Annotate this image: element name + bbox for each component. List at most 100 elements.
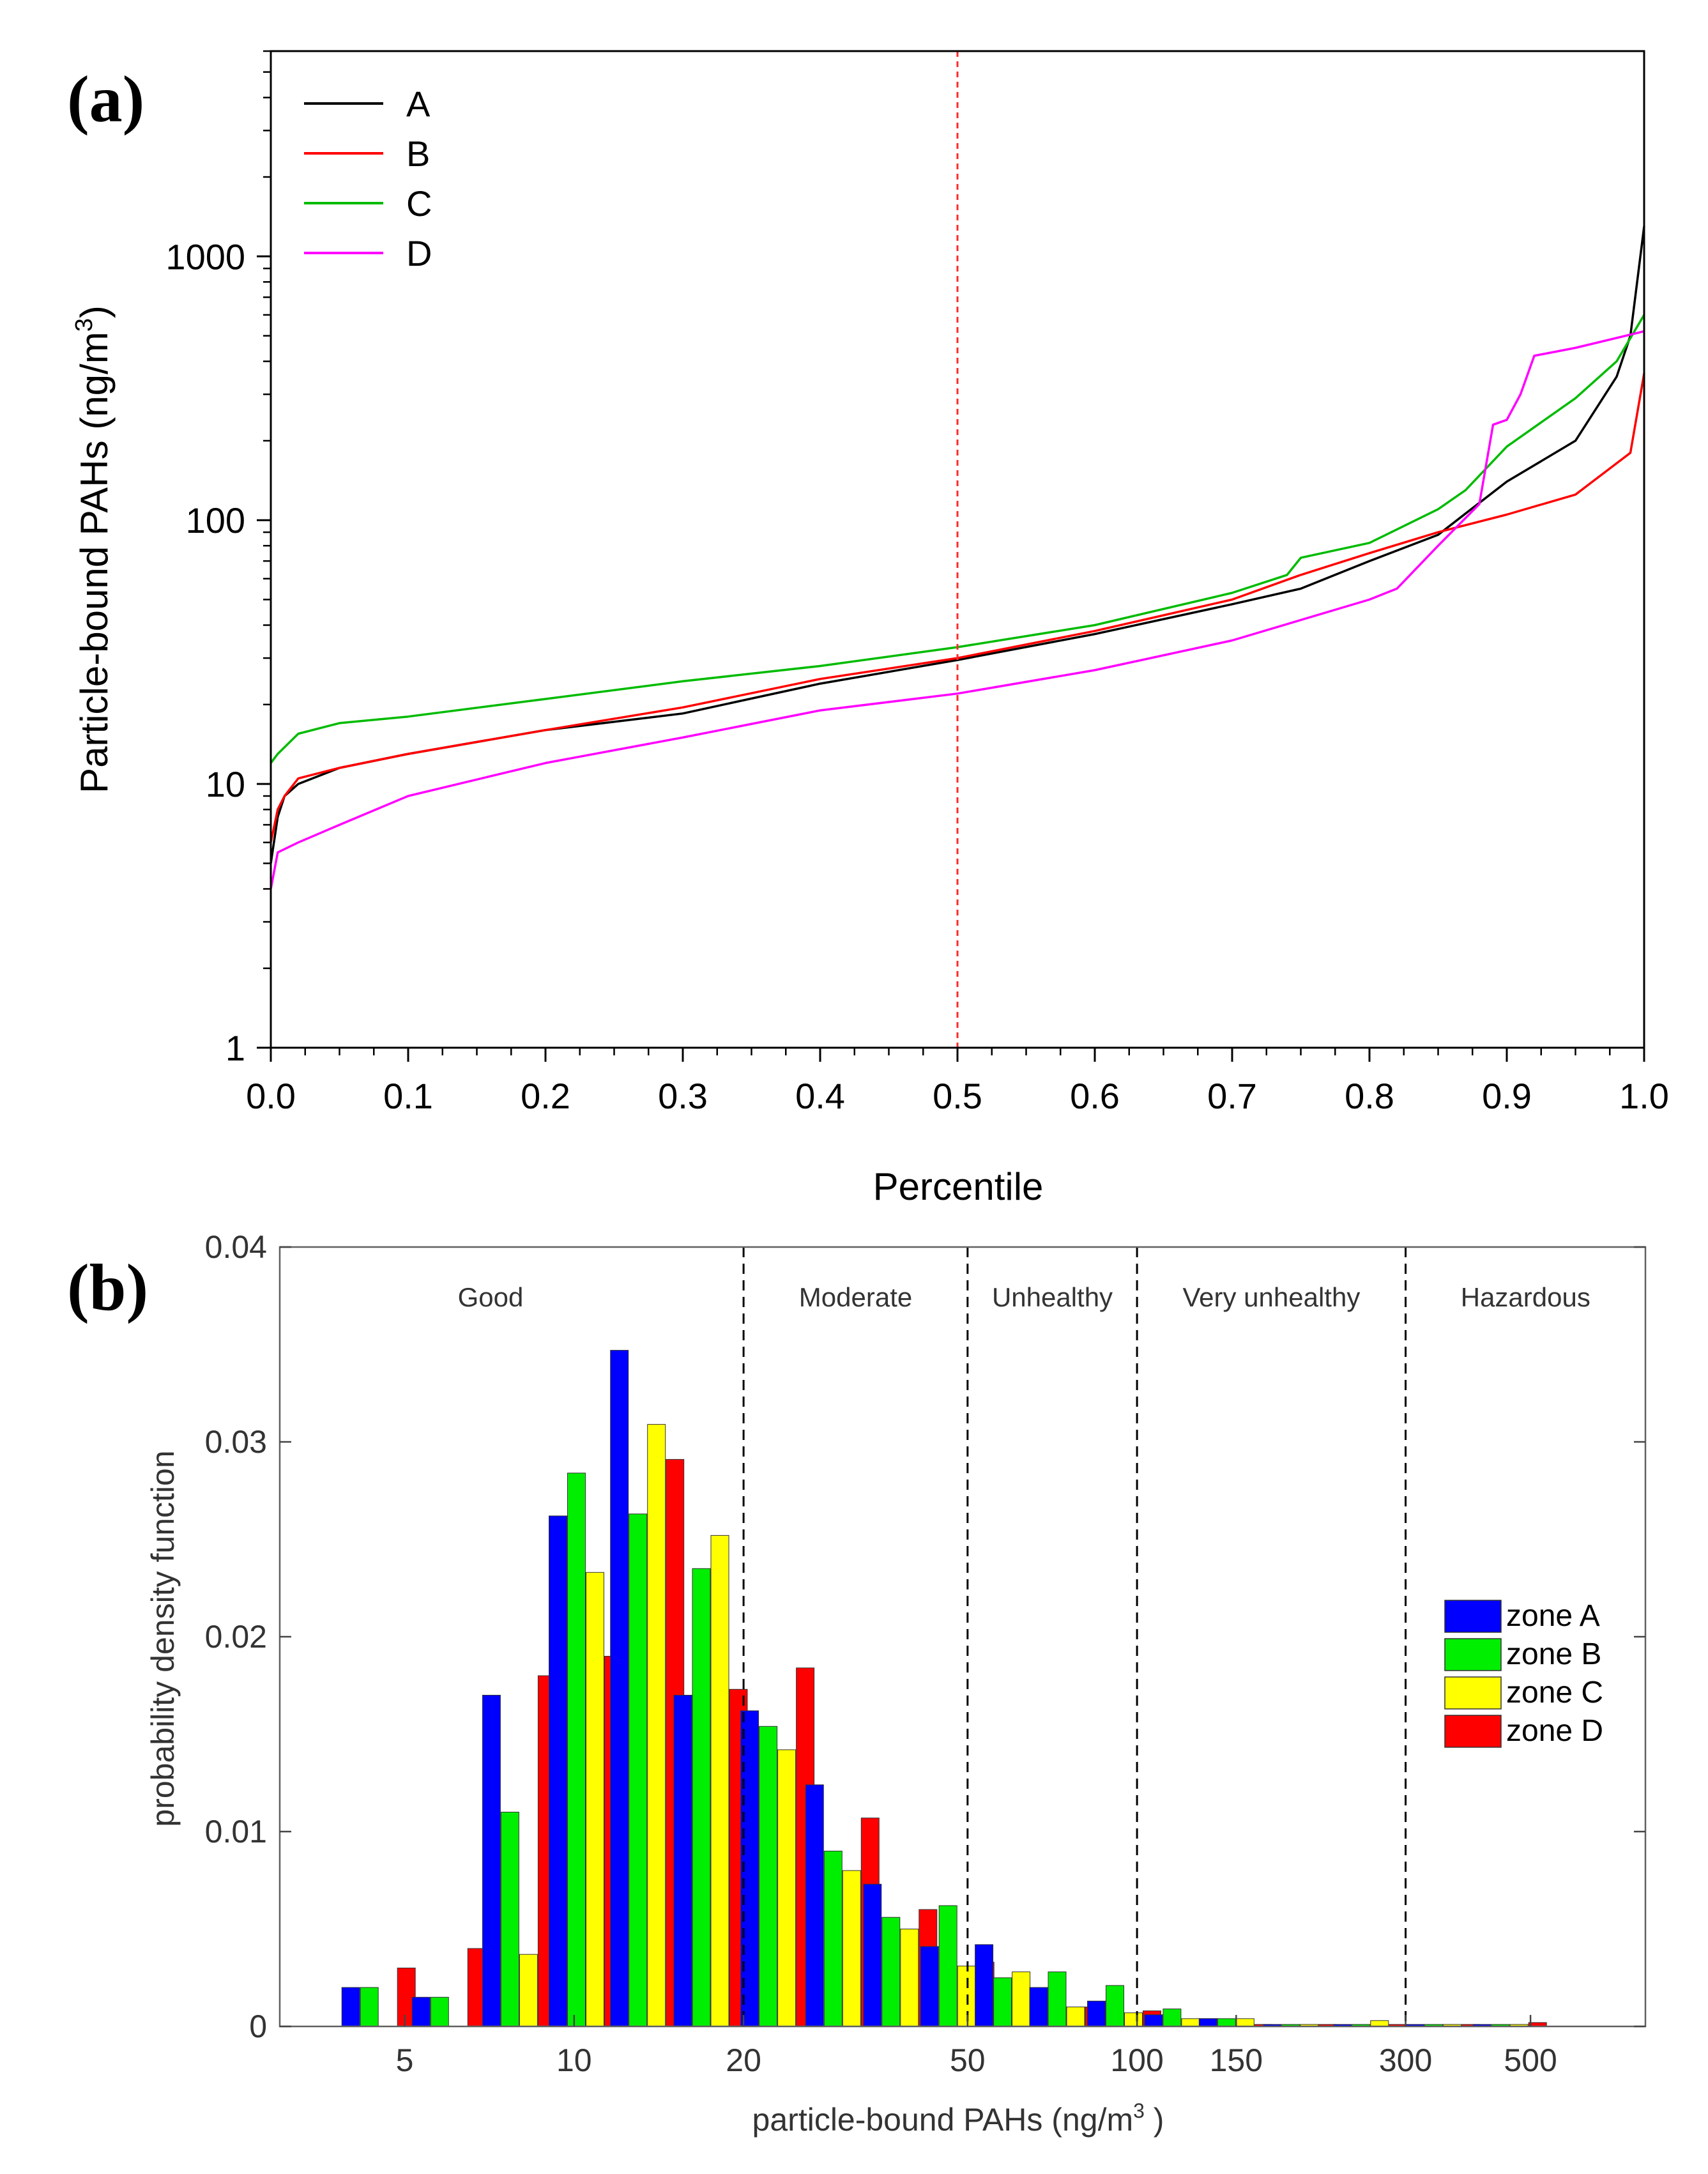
legend-label-zone-b: zone B	[1506, 1637, 1601, 1671]
y-tick-label: 0.01	[205, 1814, 267, 1849]
panel-a-x-axis-label: Percentile	[873, 1165, 1044, 1208]
bar-zone-c	[1370, 2020, 1389, 2027]
region-label-good: Good	[458, 1282, 524, 1312]
x-axis-label-close: )	[1145, 2102, 1164, 2138]
panel-a-y-axis-label: Particle-bound PAHs (ng/m3)	[71, 305, 116, 793]
bar-zone-b	[430, 1996, 449, 2027]
legend-swatch-zone-a	[1444, 1600, 1502, 1633]
y-tick-label: 0.03	[205, 1424, 267, 1460]
bar-zone-b	[823, 1851, 843, 2027]
bar-zone-c	[957, 1965, 976, 2027]
bar-zone-a	[411, 1996, 431, 2027]
x-tick-label: 0.2	[521, 1076, 570, 1116]
bar-zone-a	[805, 1784, 824, 2027]
bar-zone-b	[629, 1513, 648, 2027]
x-tick-label: 50	[950, 2042, 986, 2078]
bar-zone-c	[1181, 2018, 1200, 2027]
bar-zone-c	[900, 1929, 919, 2027]
bar-zone-b	[993, 1977, 1012, 2027]
bar-zone-a	[610, 1350, 629, 2027]
x-tick-label: 0.0	[246, 1076, 296, 1116]
y-tick-label: 0.04	[205, 1229, 267, 1265]
panel-b-label: (b)	[67, 1251, 148, 1324]
bar-zone-b	[1048, 1971, 1067, 2027]
bar-zone-b	[1106, 1985, 1124, 2027]
panel-b-ticks: 5 10 20 50 100 150 300 500 0 0.01 0.02 0.03 0.04	[205, 1229, 1645, 2078]
panel-b-bar-chart: (b) Good Moderate Unhealthy Very unhealthy H…	[67, 1229, 1647, 2138]
bar-zone-b	[500, 1812, 519, 2027]
legend-label-zone-a: zone A	[1506, 1599, 1600, 1633]
legend-label-a: A	[406, 84, 431, 124]
panel-b-threshold-lines	[742, 1247, 1407, 2026]
x-tick-label: 0.9	[1482, 1076, 1532, 1116]
x-tick-label: 0.3	[658, 1076, 708, 1116]
legend-label-zone-c: zone C	[1506, 1676, 1603, 1710]
panel-a-series-group	[270, 226, 1645, 889]
bar-zone-c	[647, 1424, 666, 2027]
bar-zone-c	[710, 1535, 729, 2027]
panel-a-label: (a)	[67, 63, 144, 136]
bar-zone-a	[1087, 2000, 1106, 2027]
x-tick-label: 20	[726, 2042, 761, 2078]
region-label-unhealthy: Unhealthy	[992, 1282, 1113, 1312]
bar-zone-a	[920, 1946, 939, 2027]
region-label-moderate: Moderate	[799, 1282, 912, 1312]
series-line-c	[270, 314, 1645, 764]
x-tick-label: 300	[1379, 2042, 1432, 2078]
x-tick-label: 0.5	[933, 1076, 982, 1116]
bar-zone-b	[692, 1568, 711, 2027]
x-tick-label: 1.0	[1619, 1076, 1669, 1116]
bar-zone-c	[842, 1870, 861, 2027]
y-tick-label: 1	[225, 1028, 245, 1068]
x-tick-label: 0.4	[795, 1076, 845, 1116]
x-tick-label: 0.1	[383, 1076, 433, 1116]
x-axis-label-superscript: 3	[1133, 2099, 1145, 2122]
series-line-d	[270, 330, 1645, 889]
legend-label-c: C	[406, 183, 432, 224]
legend-label-b: B	[406, 134, 430, 174]
series-line-a	[270, 226, 1645, 864]
panel-b-legend: zone A zone B zone C zone D	[1444, 1599, 1603, 1748]
bar-zone-c	[1012, 1971, 1031, 2027]
bar-zone-a	[1144, 2014, 1163, 2027]
panel-a-line-chart: (a) 0.0 0.1 0.2 0.3 0.4 0.5 0.6 0.7 0.8 0.9 1.0 1 10…	[67, 50, 1669, 1208]
bar-zone-a	[341, 1987, 360, 2027]
bar-zone-c	[1124, 2012, 1143, 2027]
region-label-hazardous: Hazardous	[1461, 1282, 1590, 1312]
x-tick-label: 100	[1110, 2042, 1163, 2078]
bar-zone-c	[519, 1954, 538, 2027]
legend-swatch-zone-b	[1444, 1638, 1502, 1671]
bar-zone-a	[673, 1695, 692, 2027]
bar-zone-b	[567, 1473, 586, 2027]
y-axis-label-close: )	[73, 305, 116, 318]
x-tick-label: 0.7	[1207, 1076, 1257, 1116]
bar-zone-c	[1066, 2007, 1085, 2027]
bar-zone-c	[777, 1749, 797, 2027]
x-tick-label: 500	[1504, 2042, 1557, 2078]
y-tick-label: 1000	[165, 236, 245, 277]
x-tick-label: 150	[1210, 2042, 1263, 2078]
bar-zone-b	[759, 1726, 778, 2027]
y-axis-label-text: Particle-bound PAHs (ng/m	[73, 332, 116, 793]
bar-zone-b	[881, 1917, 901, 2027]
x-tick-label: 0.6	[1070, 1076, 1120, 1116]
bar-zone-a	[482, 1695, 501, 2027]
bar-zone-c	[586, 1572, 604, 2027]
bar-zone-c	[1235, 2018, 1254, 2027]
bar-zone-b	[1217, 2018, 1236, 2027]
bar-zone-a	[549, 1515, 567, 2027]
bar-zone-a	[863, 1883, 882, 2027]
y-axis-label-superscript: 3	[71, 318, 98, 332]
bar-zone-b	[360, 1987, 379, 2027]
panel-a-ticks: 0.0 0.1 0.2 0.3 0.4 0.5 0.6 0.7 0.8 0.9 1.0 1 10 100 1…	[165, 50, 1669, 1116]
x-tick-label: 5	[396, 2042, 414, 2078]
bar-zone-a	[1029, 1987, 1048, 2027]
legend-label-zone-d: zone D	[1506, 1714, 1603, 1748]
y-tick-label: 10	[206, 764, 245, 804]
y-tick-label: 100	[186, 500, 245, 540]
legend-swatch-zone-d	[1444, 1715, 1502, 1748]
x-tick-label: 0.8	[1345, 1076, 1394, 1116]
legend-swatch-zone-c	[1444, 1676, 1502, 1710]
